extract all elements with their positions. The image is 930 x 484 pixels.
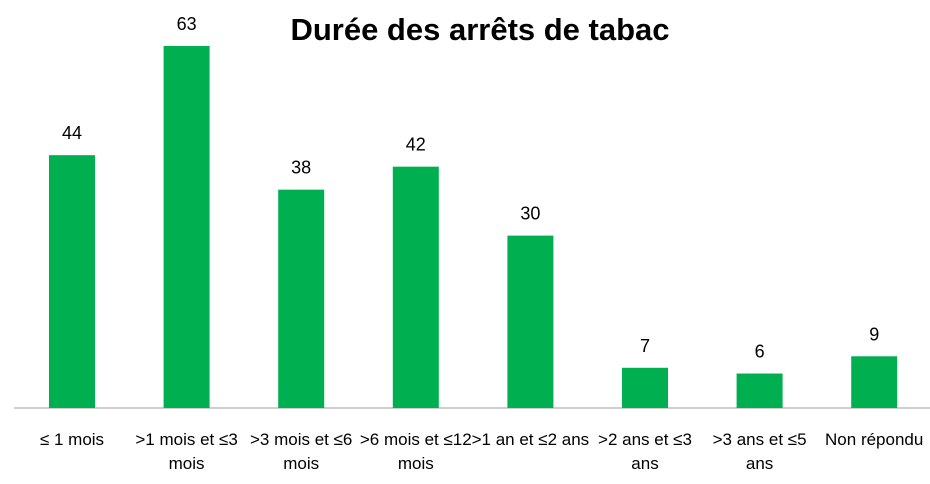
x-tick-label: >1 mois et ≤3 mois xyxy=(135,430,238,473)
bar xyxy=(851,356,898,408)
bar xyxy=(163,46,210,408)
data-label: 44 xyxy=(62,123,82,143)
data-label: 42 xyxy=(406,135,426,155)
bar xyxy=(736,373,783,408)
x-tick-label: >2 ans et ≤3 ans xyxy=(598,430,692,473)
chart-title: Durée des arrêts de tabac xyxy=(290,12,669,47)
data-label: 63 xyxy=(177,14,197,34)
bar xyxy=(622,367,668,408)
x-tick-label: ≤ 1 mois xyxy=(39,430,105,449)
bar xyxy=(278,189,325,408)
bar xyxy=(507,235,554,408)
data-label: 6 xyxy=(755,342,765,362)
x-tick-label: >6 mois et ≤12 mois xyxy=(359,430,472,473)
x-tick-label: >3 mois et ≤6 mois xyxy=(249,430,353,473)
x-tick-label: >1 an et ≤2 ans xyxy=(471,430,590,449)
bar xyxy=(49,155,95,408)
data-label: 30 xyxy=(520,204,540,224)
x-tick-label: >3 ans et ≤5 ans xyxy=(712,430,807,473)
bar xyxy=(392,166,439,408)
x-tick-label: Non répondu xyxy=(825,430,924,449)
data-label: 38 xyxy=(291,158,311,178)
data-label: 9 xyxy=(869,324,879,344)
data-label: 7 xyxy=(640,336,650,356)
